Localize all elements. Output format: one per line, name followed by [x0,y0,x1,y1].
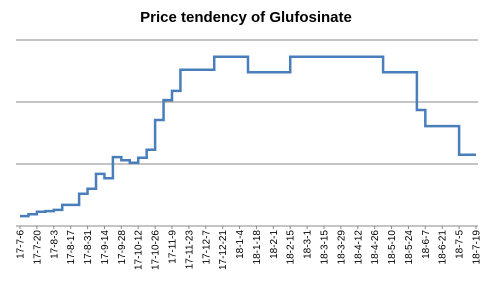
x-tick-label: 18-1-18 [252,230,263,265]
x-tick-label: 18-7-19 [472,230,483,265]
chart-title: Price tendency of Glufosinate [140,9,352,26]
x-tick-label: 18-2-15 [286,230,297,265]
x-tick-label: 18-5-10 [387,230,398,265]
x-tick-label: 17-7-6 [16,230,27,259]
x-tick-label: 17-9-28 [117,230,128,265]
x-tick-label: 18-6-21 [438,230,449,265]
x-tick-label: 17-8-17 [66,230,77,265]
x-tick-label: 18-7-5 [455,230,466,259]
x-tick-label: 17-8-3 [49,230,60,259]
x-tick-label: 18-3-1 [303,230,314,259]
x-tick-label: 18-5-24 [404,230,415,265]
x-tick-label: 17-12-21 [218,230,229,270]
x-tick-label: 17-12-7 [201,230,212,265]
x-tick-label: 17-11-9 [168,230,179,264]
x-tick-label: 18-1-4 [235,230,246,259]
x-tick-label: 17-7-20 [32,230,43,265]
x-tick-label: 18-3-15 [320,230,331,265]
x-tick-label: 18-3-29 [336,230,347,265]
x-tick-label: 17-9-14 [100,230,111,265]
x-tick-label: 18-4-12 [353,230,364,265]
x-tick-label: 17-10-12 [134,230,145,270]
x-tick-label: 17-8-31 [83,230,94,265]
x-tick-label: 18-4-26 [370,230,381,265]
x-tick-label: 18-2-1 [269,230,280,259]
x-tick-label: 17-10-26 [151,230,162,270]
price-line [20,55,476,218]
x-tick-label: 17-11-23 [184,230,195,270]
x-tick-label: 18-6-7 [421,230,432,259]
